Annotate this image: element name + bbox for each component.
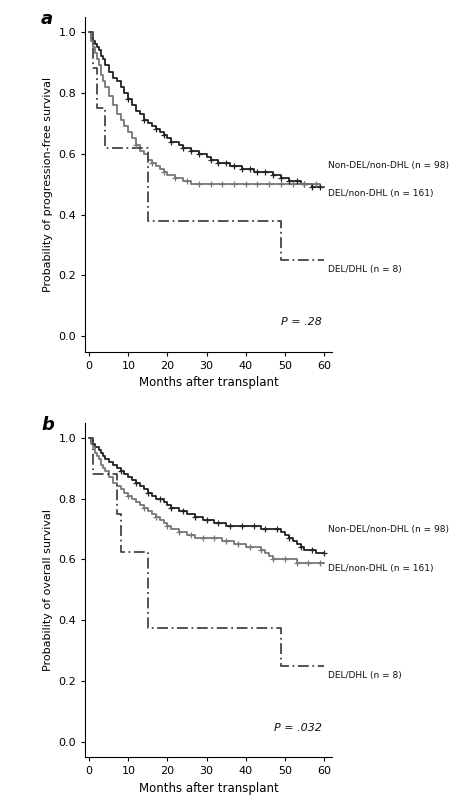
Text: Non-DEL/non-DHL (n = 98): Non-DEL/non-DHL (n = 98) xyxy=(328,161,449,170)
Text: P = .032: P = .032 xyxy=(274,723,322,733)
Y-axis label: Probability of overall survival: Probability of overall survival xyxy=(43,509,53,671)
Text: DEL/non-DHL (n = 161): DEL/non-DHL (n = 161) xyxy=(328,189,433,197)
Text: DEL/DHL (n = 8): DEL/DHL (n = 8) xyxy=(328,671,401,679)
Text: a: a xyxy=(41,10,53,28)
X-axis label: Months after transplant: Months after transplant xyxy=(139,376,278,389)
Text: P = .28: P = .28 xyxy=(281,318,322,327)
Y-axis label: Probability of progression-free survival: Probability of progression-free survival xyxy=(43,77,53,292)
Text: DEL/non-DHL (n = 161): DEL/non-DHL (n = 161) xyxy=(328,564,433,573)
Text: DEL/DHL (n = 8): DEL/DHL (n = 8) xyxy=(328,265,401,274)
X-axis label: Months after transplant: Months after transplant xyxy=(139,782,278,795)
Text: b: b xyxy=(41,416,54,434)
Text: Non-DEL/non-DHL (n = 98): Non-DEL/non-DHL (n = 98) xyxy=(328,525,449,534)
